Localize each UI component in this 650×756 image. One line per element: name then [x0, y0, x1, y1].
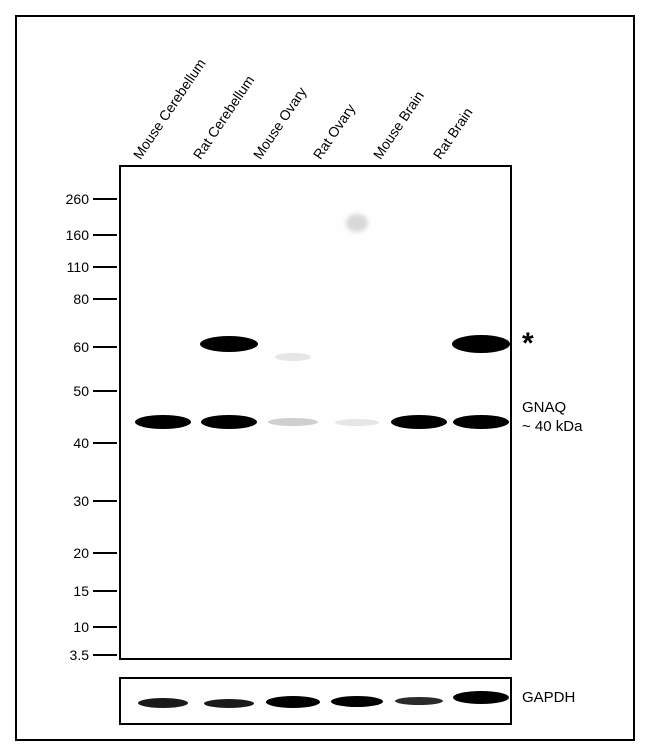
band-gapdh	[331, 696, 383, 707]
target-mw: ~ 40 kDa	[522, 418, 582, 437]
band-gnaq-faint	[335, 419, 379, 426]
marker-label: 20	[65, 545, 93, 561]
marker-label: 260	[65, 191, 93, 207]
marker-row: 110	[65, 259, 117, 275]
lane-label: Mouse Ovary	[250, 84, 310, 162]
marker-tick	[93, 298, 117, 300]
band-gapdh	[204, 699, 254, 708]
marker-label: 60	[65, 339, 93, 355]
band-gapdh	[453, 691, 509, 704]
marker-row: 160	[65, 227, 117, 243]
marker-row: 3.5	[65, 647, 117, 663]
marker-label: 80	[65, 291, 93, 307]
band-nonspecific-faint	[275, 353, 311, 361]
lane-labels-row: Mouse Cerebellum Rat Cerebellum Mouse Ov…	[127, 32, 527, 162]
marker-label: 15	[65, 583, 93, 599]
marker-row: 15	[65, 583, 117, 599]
band-gnaq	[135, 415, 191, 429]
marker-row: 260	[65, 191, 117, 207]
band-nonspecific	[452, 335, 510, 353]
target-annotation: GNAQ ~ 40 kDa	[522, 399, 582, 437]
main-blot-panel	[119, 165, 512, 660]
marker-label: 160	[65, 227, 93, 243]
marker-row: 60	[65, 339, 117, 355]
marker-label: 110	[65, 259, 93, 275]
marker-label: 3.5	[65, 647, 93, 663]
marker-label: 50	[65, 383, 93, 399]
marker-row: 80	[65, 291, 117, 307]
western-blot-figure: Mouse Cerebellum Rat Cerebellum Mouse Ov…	[15, 15, 635, 741]
gapdh-blot-panel	[119, 677, 512, 725]
marker-tick	[93, 346, 117, 348]
marker-column: 260 160 110 80 60 50 40 30	[37, 167, 117, 647]
band-gnaq	[453, 415, 509, 429]
band-gapdh	[266, 696, 320, 708]
band-gapdh	[138, 698, 188, 708]
band-nonspecific	[200, 336, 258, 352]
marker-row: 20	[65, 545, 117, 561]
marker-tick	[93, 552, 117, 554]
band-gnaq-faint	[268, 418, 318, 426]
marker-row: 30	[65, 493, 117, 509]
lane-label: Mouse Brain	[370, 88, 427, 162]
band-gnaq	[201, 415, 257, 429]
marker-tick	[93, 442, 117, 444]
marker-label: 40	[65, 435, 93, 451]
marker-tick	[93, 590, 117, 592]
marker-label: 30	[65, 493, 93, 509]
lane-label: Rat Ovary	[310, 101, 359, 162]
marker-tick	[93, 234, 117, 236]
marker-label: 10	[65, 619, 93, 635]
marker-row: 10	[65, 619, 117, 635]
lane-label: Rat Cerebellum	[190, 72, 258, 162]
marker-tick	[93, 500, 117, 502]
marker-tick	[93, 626, 117, 628]
band-gnaq	[391, 415, 447, 429]
target-name: GNAQ	[522, 399, 582, 418]
marker-row: 50	[65, 383, 117, 399]
marker-tick	[93, 390, 117, 392]
marker-tick	[93, 654, 117, 656]
smudge-artifact	[346, 214, 368, 232]
band-gapdh	[395, 697, 443, 705]
asterisk-annotation: *	[522, 327, 534, 361]
marker-tick	[93, 266, 117, 268]
lane-label: Rat Brain	[430, 105, 476, 162]
gapdh-annotation: GAPDH	[522, 689, 575, 706]
marker-tick	[93, 198, 117, 200]
marker-row: 40	[65, 435, 117, 451]
